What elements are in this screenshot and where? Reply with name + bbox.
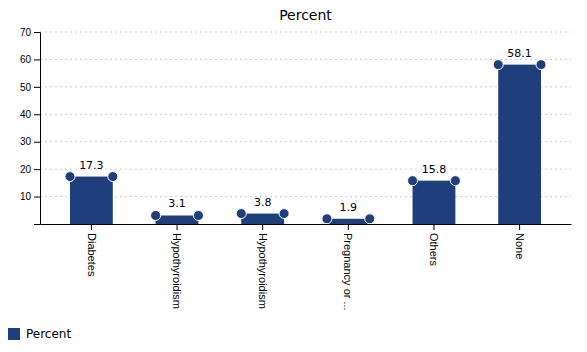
grid-line	[40, 114, 571, 115]
corner-marker	[193, 210, 203, 220]
tick-label: Diabetes	[86, 233, 98, 277]
tick: Diabetes	[86, 224, 98, 277]
bar	[156, 215, 199, 224]
tick-label: 40	[20, 109, 32, 120]
bar	[413, 181, 456, 224]
grid-line	[40, 141, 571, 142]
data-label: 3.8	[254, 196, 272, 209]
grid-line	[40, 169, 571, 170]
tick-mark	[34, 197, 40, 198]
chart: 10 20 30 40 50 60 70 Diabetes Hypothyroidism Hypo…	[0, 0, 587, 352]
tick-mark	[34, 87, 40, 88]
tick: Hypothyroidism	[257, 224, 269, 309]
title: Percent	[279, 7, 332, 23]
corner-marker	[151, 210, 161, 220]
grid-line	[40, 59, 571, 60]
y-axis: 10 20 30 40 50 60 70	[20, 27, 41, 225]
tick-mark	[519, 224, 520, 230]
corner-marker	[365, 214, 375, 224]
tick: Pregnancy or ...	[342, 224, 354, 311]
corner-marker	[408, 176, 418, 186]
tick-label: 70	[20, 27, 32, 38]
bar	[70, 177, 113, 224]
tick-label: None	[514, 233, 526, 259]
tick: 40	[20, 109, 40, 120]
corner-marker	[236, 209, 246, 219]
tick: 20	[20, 164, 40, 175]
tick: 70	[20, 27, 40, 38]
tick: 50	[20, 82, 40, 93]
tick-label: 20	[20, 164, 32, 175]
tick-label: 50	[20, 82, 32, 93]
grid-line	[40, 32, 571, 33]
tick-label: Pregnancy or ...	[342, 233, 354, 311]
tick-mark	[34, 114, 40, 115]
tick: Hypothyroidism	[171, 224, 183, 309]
bar	[498, 65, 541, 224]
data-label: 1.9	[340, 201, 358, 214]
bar	[241, 214, 284, 224]
axis-line	[41, 224, 572, 225]
plot: 10 20 30 40 50 60 70 Diabetes Hypothyroidism Hypo…	[20, 27, 572, 311]
data-label: 58.1	[507, 47, 532, 60]
corner-marker	[493, 60, 503, 70]
legend-label: Percent	[26, 327, 71, 341]
data-label: 15.8	[422, 163, 447, 176]
x-axis: Diabetes Hypothyroidism Hypothyroidism Preg…	[41, 224, 572, 311]
tick-label: 60	[20, 54, 32, 65]
bar	[327, 219, 370, 224]
data-labels: 17.3 3.1 3.8 1.9 15.8 58.1	[79, 47, 532, 214]
tick-label: 30	[20, 136, 32, 147]
grid-line	[40, 86, 571, 87]
corner-marker	[450, 176, 460, 186]
tick-mark	[34, 59, 40, 60]
tick-mark	[91, 224, 92, 230]
corner-marker	[536, 60, 546, 70]
tick: 30	[20, 136, 40, 147]
tick-mark	[348, 224, 349, 230]
grid-line	[40, 196, 571, 197]
corner-marker	[65, 172, 75, 182]
axis-line	[34, 33, 41, 225]
legend: Percent	[8, 327, 71, 341]
tick: 60	[20, 54, 40, 65]
tick-mark	[34, 32, 40, 33]
data-label: 17.3	[79, 159, 104, 172]
corner-marker	[322, 214, 332, 224]
tick-label: 10	[20, 191, 32, 202]
tick-label: Hypothyroidism	[171, 233, 183, 309]
marks	[65, 60, 546, 224]
tick-mark	[177, 224, 178, 230]
tick-mark	[262, 224, 263, 230]
grid	[40, 32, 571, 197]
tick: None	[514, 224, 526, 259]
tick-label: Others	[428, 233, 440, 267]
legend-swatch	[8, 328, 20, 340]
tick-mark	[433, 224, 434, 230]
data-label: 3.1	[168, 197, 186, 210]
tick-mark	[34, 169, 40, 170]
corner-marker	[279, 209, 289, 219]
tick-mark	[34, 142, 40, 143]
tick: 10	[20, 191, 40, 202]
tick: Others	[428, 224, 440, 267]
corner-marker	[108, 172, 118, 182]
tick-label: Hypothyroidism	[257, 233, 269, 309]
